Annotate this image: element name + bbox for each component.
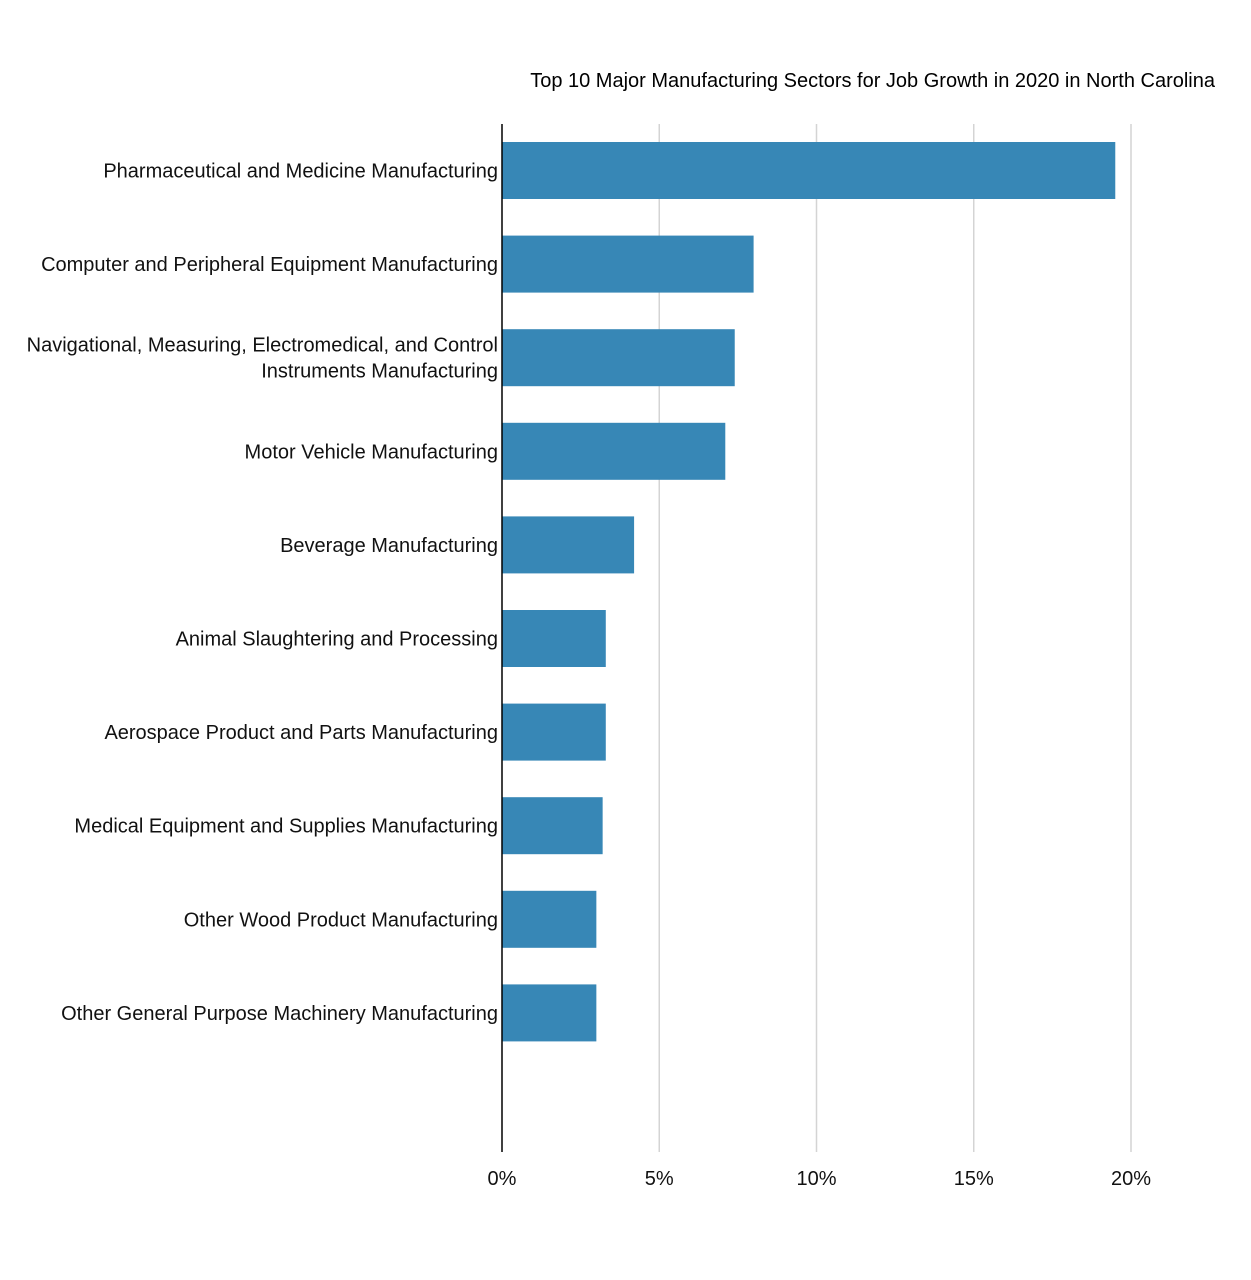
category-label: Medical Equipment and Supplies Manufactu…	[74, 816, 498, 838]
bar	[502, 984, 597, 1042]
category-label-line: Aerospace Product and Parts Manufacturin…	[104, 722, 498, 744]
x-axis-tick-labels: 0% 5% 10% 15% 20%	[488, 1168, 1152, 1190]
category-label: Aerospace Product and Parts Manufacturin…	[104, 722, 498, 744]
bars	[502, 142, 1116, 1042]
category-label-line: Medical Equipment and Supplies Manufactu…	[74, 816, 498, 838]
category-label: Pharmaceutical and Medicine Manufacturin…	[103, 161, 498, 183]
category-label-line: Computer and Peripheral Equipment Manufa…	[41, 254, 498, 276]
category-label: Beverage Manufacturing	[280, 535, 498, 557]
bar	[502, 516, 635, 574]
bar	[502, 329, 735, 387]
bar	[502, 890, 597, 948]
category-label-line: Motor Vehicle Manufacturing	[245, 441, 498, 463]
bar	[502, 142, 1116, 199]
category-label: Animal Slaughtering and Processing	[176, 629, 498, 651]
category-labels: Pharmaceutical and Medicine Manufacturin…	[27, 161, 498, 1025]
category-label-line: Beverage Manufacturing	[280, 535, 498, 557]
category-label: Computer and Peripheral Equipment Manufa…	[41, 254, 498, 276]
bar	[502, 610, 606, 667]
bar	[502, 235, 754, 293]
category-label: Other Wood Product Manufacturing	[184, 909, 498, 931]
category-label-line: Instruments Manufacturing	[261, 361, 498, 383]
x-tick-label: 0%	[488, 1168, 517, 1190]
category-label: Other General Purpose Machinery Manufact…	[61, 1003, 498, 1025]
bar	[502, 797, 603, 855]
bar	[502, 422, 726, 480]
x-tick-label: 20%	[1111, 1168, 1151, 1190]
category-label-line: Navigational, Measuring, Electromedical,…	[27, 335, 498, 357]
category-label-line: Other Wood Product Manufacturing	[184, 909, 498, 931]
bar	[502, 703, 606, 761]
x-tick-label: 10%	[796, 1168, 836, 1190]
x-tick-label: 15%	[954, 1168, 994, 1190]
chart-title: Top 10 Major Manufacturing Sectors for J…	[530, 70, 1216, 92]
x-tick-label: 5%	[645, 1168, 674, 1190]
category-label: Motor Vehicle Manufacturing	[245, 441, 498, 463]
category-label-line: Pharmaceutical and Medicine Manufacturin…	[103, 161, 498, 183]
category-label: Navigational, Measuring, Electromedical,…	[27, 335, 498, 383]
category-label-line: Animal Slaughtering and Processing	[176, 629, 498, 651]
category-label-line: Other General Purpose Machinery Manufact…	[61, 1003, 498, 1025]
gridlines	[658, 124, 1132, 1152]
